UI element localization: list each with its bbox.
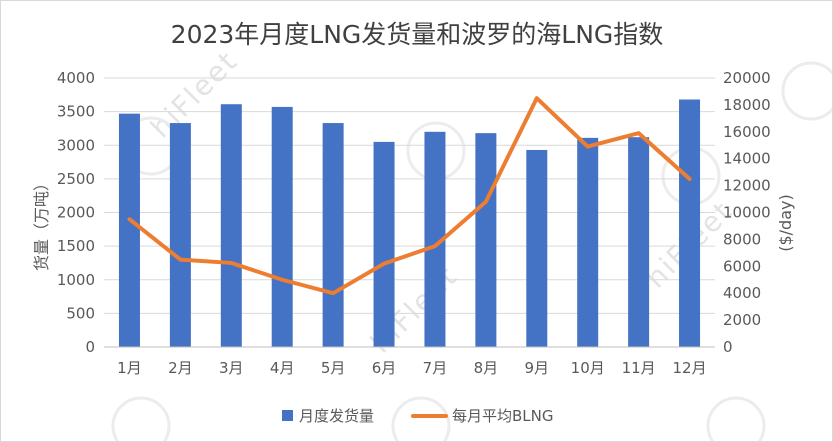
y2-tick-label: 20000 [723, 69, 771, 87]
y2-tick-label: 2000 [723, 311, 761, 329]
y-tick-label: 0 [85, 338, 95, 356]
line-point [638, 132, 640, 134]
x-tick-label: 1月 [117, 359, 142, 377]
x-tick-label: 8月 [474, 359, 499, 377]
y-tick-label: 3500 [57, 103, 95, 121]
y2-tick-label: 10000 [723, 204, 771, 222]
chart-title: 2023年月度LNG发货量和波罗的海LNG指数 [171, 20, 664, 49]
bar [628, 137, 650, 347]
y2-tick-label: 18000 [723, 96, 771, 114]
line-point [434, 245, 436, 247]
line-point [689, 178, 691, 180]
line-point [128, 218, 130, 220]
y2-tick-label: 12000 [723, 177, 771, 195]
y-tick-label: 1500 [57, 237, 95, 255]
left-y-axis-label: 货量（万吨） [32, 175, 51, 271]
y-tick-label: 4000 [57, 69, 95, 87]
legend-line-label: 每月平均BLNG [452, 407, 554, 425]
line-point [587, 146, 589, 148]
x-tick-label: 11月 [622, 359, 656, 377]
line-point [485, 201, 487, 203]
line-point [230, 262, 232, 264]
watermark-emblem [781, 61, 832, 121]
x-tick-label: 12月 [672, 359, 706, 377]
left-y-axis: 0 500 1000 1500 2000 2500 3000 3500 4000 [57, 69, 95, 356]
line-point [383, 263, 385, 265]
y-tick-label: 2500 [57, 170, 95, 188]
x-tick-label: 2月 [168, 359, 193, 377]
bar [322, 123, 344, 348]
bar [271, 106, 293, 347]
watermark-emblem [111, 396, 171, 441]
line-point [332, 292, 334, 294]
right-y-axis: 0 2000 4000 6000 8000 10000 12000 14000 16000 180… [723, 69, 771, 356]
line-point [179, 259, 181, 261]
x-tick-label: 10月 [571, 359, 605, 377]
bar [220, 104, 242, 347]
x-tick-label: 9月 [525, 359, 550, 377]
y2-tick-label: 8000 [723, 230, 761, 248]
watermark-emblem [706, 396, 766, 441]
y2-tick-label: 4000 [723, 284, 761, 302]
x-tick-label: 4月 [270, 359, 295, 377]
bar [577, 137, 599, 347]
x-tick-label: 3月 [219, 359, 244, 377]
line-point [281, 279, 283, 281]
legend-bar-label: 月度发货量 [299, 407, 374, 425]
bar [679, 99, 701, 348]
bar [526, 149, 548, 347]
bar [373, 141, 395, 347]
x-tick-label: 6月 [372, 359, 397, 377]
y-tick-label: 3000 [57, 136, 95, 154]
y-tick-label: 1000 [57, 271, 95, 289]
line-series [127, 96, 692, 296]
x-axis: 1月 2月 3月 4月 5月 6月 7月 8月 9月 10月 11月 12月 [104, 346, 715, 377]
watermark-emblem [391, 396, 451, 441]
y2-tick-label: 6000 [723, 257, 761, 275]
bar-series [118, 99, 701, 348]
y-tick-label: 2000 [57, 204, 95, 222]
bar [169, 123, 191, 348]
y-tick-label: 500 [66, 304, 95, 322]
x-tick-label: 5月 [321, 359, 346, 377]
y2-tick-label: 16000 [723, 123, 771, 141]
legend: 月度发货量 每月平均BLNG [282, 407, 554, 425]
y2-tick-label: 14000 [723, 150, 771, 168]
y2-tick-label: 0 [723, 338, 733, 356]
right-y-axis-label: ($/day) [776, 194, 795, 251]
bar [475, 133, 497, 347]
x-tick-label: 7月 [423, 359, 448, 377]
line-path [127, 96, 692, 296]
line-point [536, 97, 538, 99]
legend-bar-swatch [282, 410, 293, 421]
bar [118, 113, 140, 347]
bar [424, 131, 446, 347]
